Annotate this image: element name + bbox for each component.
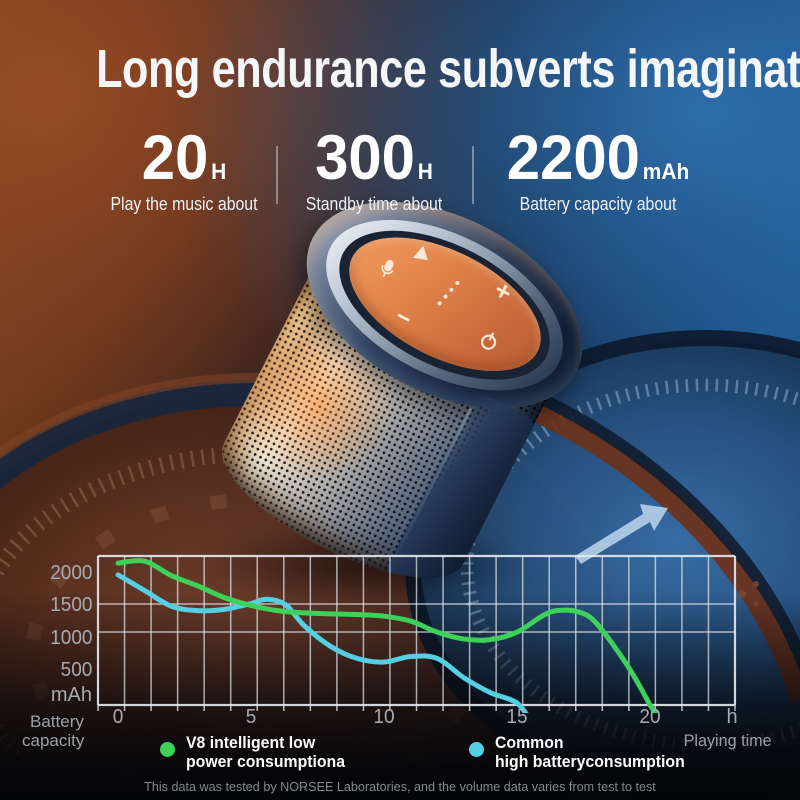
stat-unit: mAh <box>642 159 690 184</box>
legend-label: power consumptiona <box>186 752 346 771</box>
stat-unit: H <box>211 159 227 184</box>
legend-item-v8: V8 intelligent low power consumptiona <box>160 733 357 771</box>
minus-icon: − <box>390 302 417 334</box>
mic-icon <box>372 256 399 287</box>
stat-play-time: 20 H Play the music about <box>100 123 267 215</box>
legend-label: Common <box>495 733 564 752</box>
stat-battery-capacity: 2200 mAh Battery capacity about <box>502 123 694 215</box>
power-icon <box>473 328 502 359</box>
legend-label: V8 intelligent low <box>186 733 316 752</box>
legend-dot-cyan <box>469 742 484 757</box>
stat-caption: Standby time about <box>305 194 443 214</box>
stat-caption: Play the music about <box>110 194 258 214</box>
stat-caption: Battery capacity about <box>519 194 677 214</box>
stat-standby-time: 300 H Standby time about <box>296 123 451 215</box>
play-icon <box>412 245 434 267</box>
stat-unit: H <box>417 159 433 184</box>
stat-value: 2200 <box>506 123 640 193</box>
stat-divider <box>472 146 474 204</box>
legend-item-common: Common high batteryconsumption <box>469 733 699 771</box>
page-title: Long endurance subverts imagination <box>96 39 800 99</box>
stat-value: 300 <box>315 123 415 193</box>
stat-value: 20 <box>141 123 209 193</box>
volume-dots-icon <box>436 280 461 307</box>
footnote: This data was tested by NORSEE Laborator… <box>144 779 656 794</box>
stat-divider <box>276 146 278 204</box>
plus-icon: + <box>489 274 517 309</box>
legend-dot-green <box>160 742 175 757</box>
legend-label: high batteryconsumption <box>495 752 685 771</box>
